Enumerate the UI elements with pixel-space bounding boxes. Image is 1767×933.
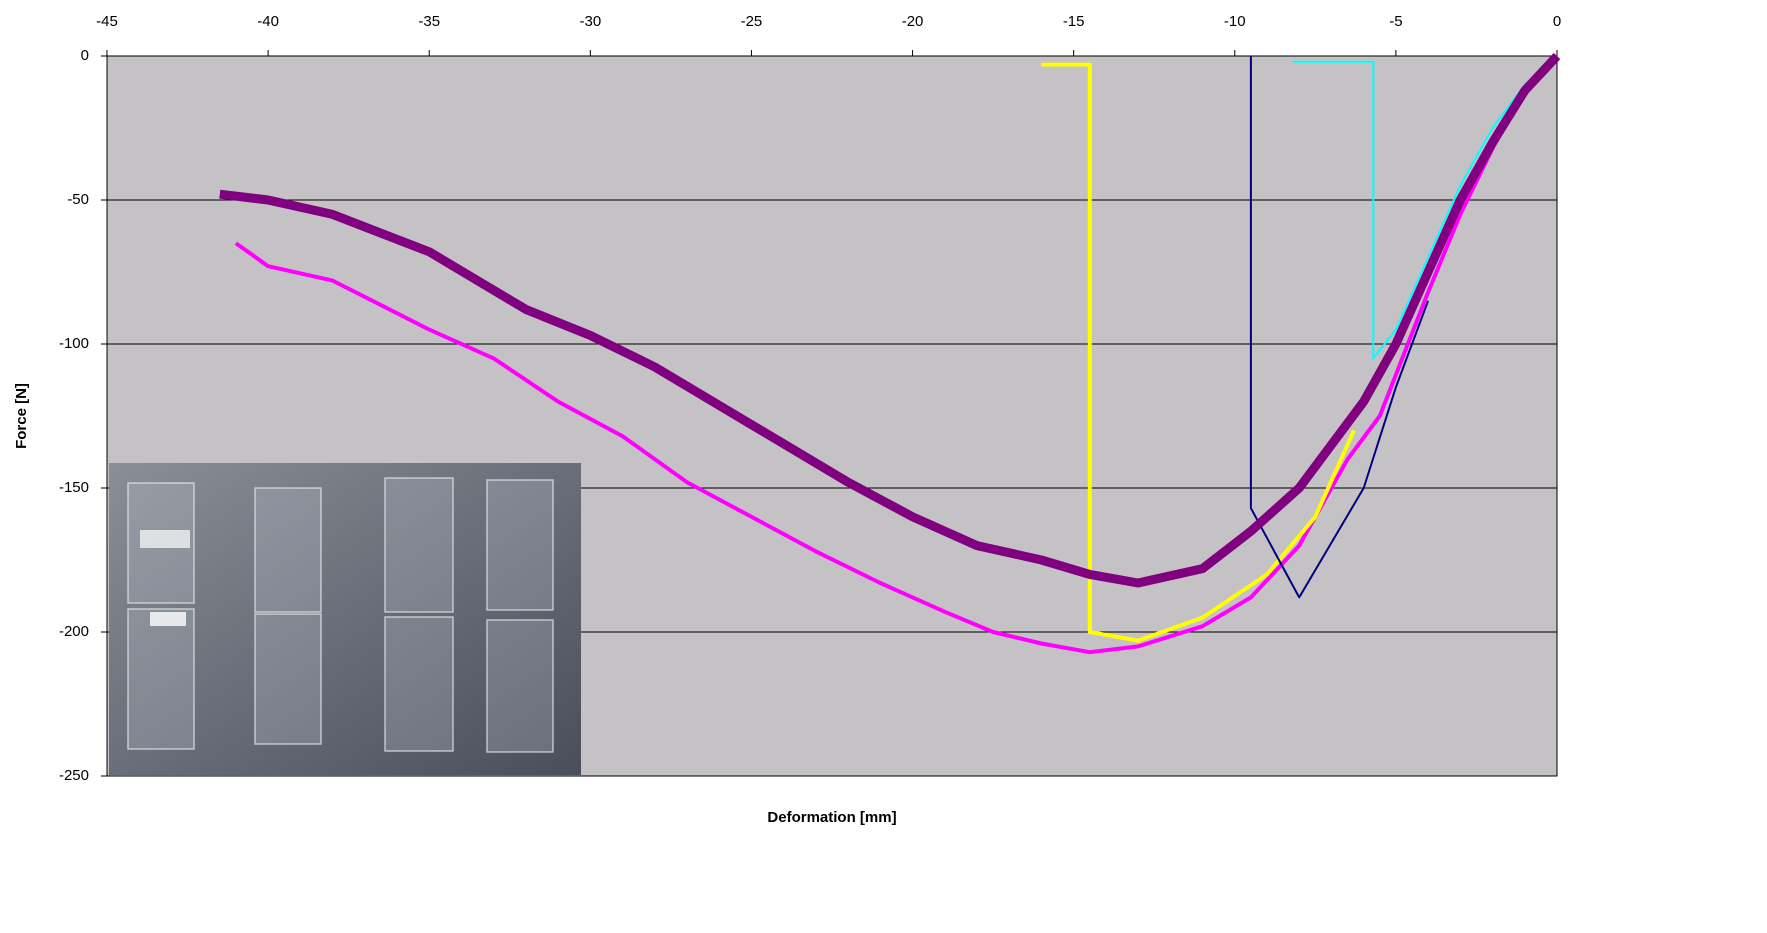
sample [487, 480, 553, 610]
sample [487, 620, 553, 752]
x-tick-label: -25 [741, 13, 763, 30]
sample [255, 488, 321, 612]
y-tick-label: -150 [59, 479, 89, 496]
chart: Deformation [mm] Force [N] 0-50-100-150-… [0, 0, 1767, 933]
sample [255, 614, 321, 744]
x-tick-label: -45 [96, 13, 118, 30]
inset-photo [109, 463, 581, 775]
y-tick-label: 0 [81, 47, 89, 64]
glare [140, 530, 190, 548]
y-tick-label: -250 [59, 767, 89, 784]
x-axis-title: Deformation [mm] [767, 809, 896, 826]
x-tick-label: -15 [1063, 13, 1085, 30]
x-tick-label: -20 [902, 13, 924, 30]
x-tick-label: -10 [1224, 13, 1246, 30]
sample [128, 609, 194, 749]
x-tick-label: -5 [1389, 13, 1402, 30]
x-tick-label: -40 [257, 13, 279, 30]
y-tick-label: -200 [59, 623, 89, 640]
sample [385, 478, 453, 612]
y-tick-label: -50 [67, 191, 89, 208]
y-axis-title: Force [N] [13, 383, 30, 449]
x-tick-label: -35 [418, 13, 440, 30]
glare [150, 612, 186, 626]
x-tick-label: -30 [579, 13, 601, 30]
sample [385, 617, 453, 751]
x-tick-label: 0 [1553, 13, 1561, 30]
y-tick-label: -100 [59, 335, 89, 352]
